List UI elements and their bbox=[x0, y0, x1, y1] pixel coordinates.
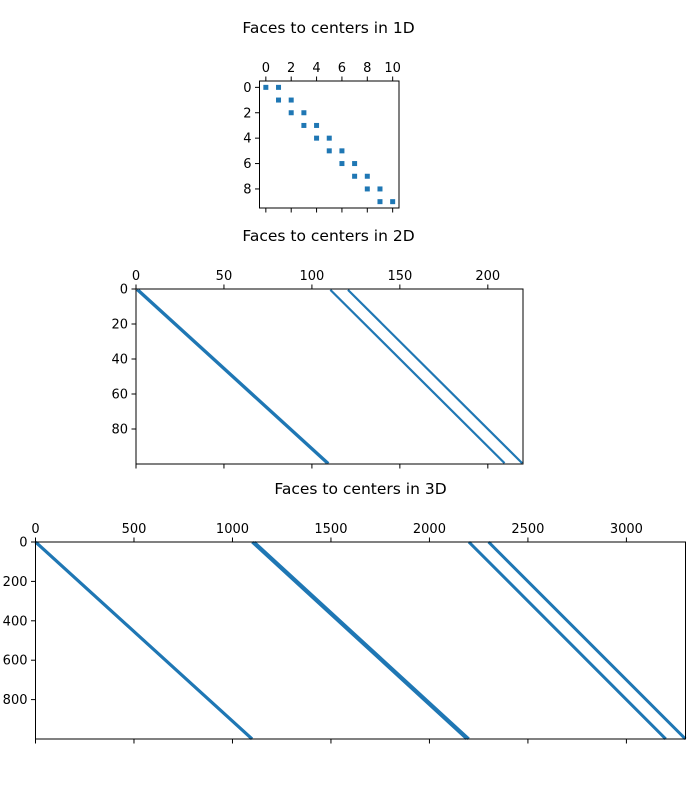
plot-frame-3d bbox=[35, 541, 686, 740]
x-tick-label: 6 bbox=[338, 61, 346, 76]
plot-frame-1d bbox=[259, 80, 400, 209]
nonzero-marker bbox=[352, 161, 358, 167]
x-tick-label: 0 bbox=[31, 522, 39, 537]
sparsity-marks-3d bbox=[34, 540, 687, 741]
x-ticks-1d: 0 2 4 6 8 10 bbox=[262, 61, 401, 213]
y-tick-label: 40 bbox=[111, 353, 128, 368]
y-ticks-2d: 0 20 40 60 80 bbox=[111, 283, 136, 438]
sparsity-marks-1d bbox=[263, 84, 396, 205]
nonzero-marker bbox=[326, 148, 332, 154]
y-tick-label: 8 bbox=[243, 182, 251, 197]
x-tick-label: 3000 bbox=[610, 522, 643, 537]
nonzero-band-2 bbox=[137, 289, 330, 464]
y-tick-label: 400 bbox=[3, 614, 28, 629]
y-tick-label: 600 bbox=[3, 654, 28, 669]
spy-panel-2d: Faces to centers in 2D 0 50 100 150 200 0 20 4… bbox=[111, 227, 524, 469]
x-tick-label: 1500 bbox=[314, 522, 347, 537]
nonzero-band-5 bbox=[467, 541, 667, 740]
y-tick-label: 0 bbox=[243, 81, 251, 96]
nonzero-marker bbox=[301, 110, 307, 116]
nonzero-marker bbox=[288, 97, 294, 103]
sparsity-marks-2d bbox=[136, 289, 523, 464]
x-tick-label: 100 bbox=[299, 269, 324, 284]
y-tick-label: 4 bbox=[243, 132, 251, 147]
nonzero-marker bbox=[364, 173, 370, 179]
nonzero-band-2 bbox=[34, 540, 254, 741]
x-tick-label: 4 bbox=[312, 61, 320, 76]
x-tick-label: 10 bbox=[384, 61, 401, 76]
x-tick-label: 500 bbox=[122, 522, 147, 537]
nonzero-band-1 bbox=[136, 289, 328, 464]
nonzero-marker bbox=[326, 135, 332, 141]
plot-frame-2d bbox=[135, 288, 524, 465]
chart-title-2d: Faces to centers in 2D bbox=[242, 227, 414, 245]
y-tick-label: 20 bbox=[111, 318, 128, 333]
x-tick-label: 50 bbox=[216, 269, 233, 284]
nonzero-marker bbox=[339, 148, 345, 154]
nonzero-marker bbox=[377, 199, 383, 205]
x-tick-label: 2 bbox=[287, 61, 295, 76]
x-tick-label: 2500 bbox=[511, 522, 544, 537]
nonzero-marker bbox=[314, 135, 320, 141]
nonzero-marker bbox=[288, 110, 294, 116]
nonzero-marker bbox=[390, 199, 396, 205]
nonzero-marker bbox=[276, 97, 282, 103]
y-tick-label: 80 bbox=[111, 423, 128, 438]
nonzero-marker bbox=[377, 186, 383, 192]
chart-title-1d: Faces to centers in 1D bbox=[242, 19, 414, 37]
y-tick-label: 0 bbox=[120, 283, 128, 298]
nonzero-band-4 bbox=[347, 289, 523, 464]
x-tick-label: 1000 bbox=[216, 522, 249, 537]
chart-title-3d: Faces to centers in 3D bbox=[274, 480, 446, 498]
y-ticks-1d: 0 2 4 6 8 bbox=[243, 81, 260, 197]
nonzero-band-3 bbox=[329, 289, 506, 464]
x-tick-label: 200 bbox=[475, 269, 500, 284]
nonzero-marker bbox=[314, 122, 320, 128]
nonzero-marker bbox=[301, 122, 307, 128]
x-ticks-2d: 0 50 100 150 200 bbox=[132, 269, 500, 469]
y-tick-label: 800 bbox=[3, 693, 28, 708]
nonzero-marker bbox=[339, 161, 345, 167]
nonzero-marker bbox=[364, 186, 370, 192]
nonzero-marker bbox=[263, 84, 269, 90]
nonzero-marker bbox=[276, 84, 282, 90]
y-tick-label: 60 bbox=[111, 388, 128, 403]
nonzero-marker bbox=[352, 173, 358, 179]
y-tick-label: 0 bbox=[19, 536, 27, 551]
x-ticks-3d: 0 500 1000 1500 2000 2500 3000 bbox=[31, 522, 643, 744]
y-ticks-3d: 0 200 400 600 800 bbox=[3, 536, 36, 708]
x-tick-label: 8 bbox=[363, 61, 371, 76]
y-tick-label: 6 bbox=[243, 157, 251, 172]
x-tick-label: 0 bbox=[132, 269, 140, 284]
y-tick-label: 2 bbox=[243, 106, 251, 121]
y-tick-label: 200 bbox=[3, 575, 28, 590]
spy-panel-1d: Faces to centers in 1D 0 2 4 6 8 10 0 2 4 6 8 bbox=[242, 19, 415, 213]
spy-panel-3d: Faces to centers in 3D 0 500 1000 1500 2000 2… bbox=[3, 480, 687, 744]
nonzero-band-4 bbox=[253, 540, 470, 741]
x-tick-label: 2000 bbox=[413, 522, 446, 537]
nonzero-band-6 bbox=[487, 541, 687, 740]
x-tick-label: 150 bbox=[387, 269, 412, 284]
x-tick-label: 0 bbox=[262, 61, 270, 76]
